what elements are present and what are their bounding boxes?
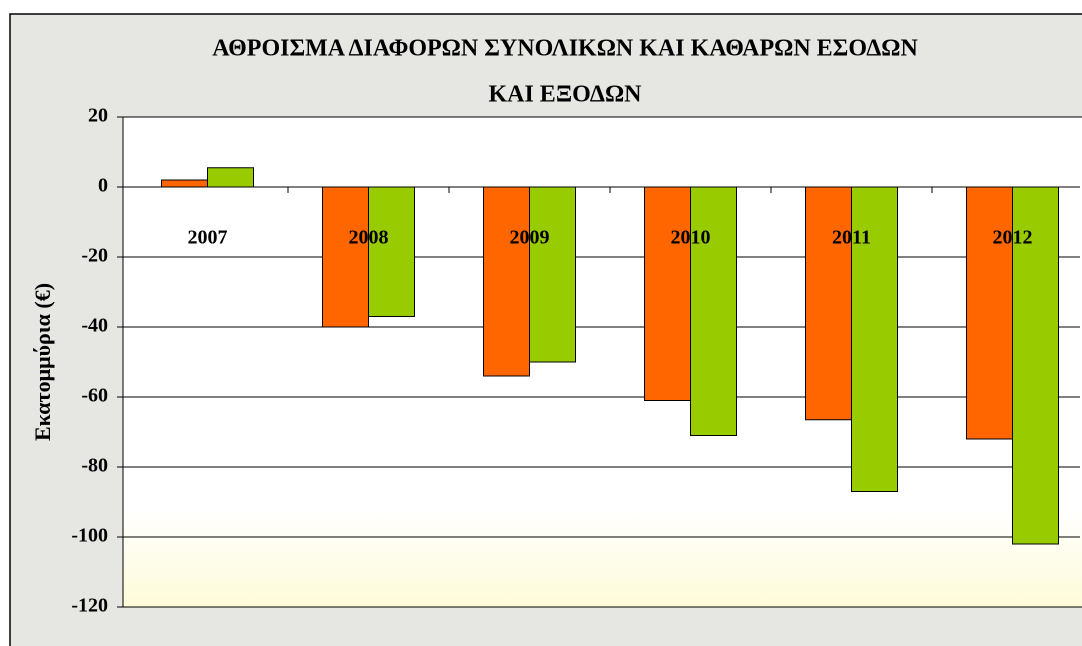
x-tick-label: 2007 <box>188 227 228 249</box>
y-tick-label: -80 <box>81 455 108 477</box>
bar <box>644 186 691 401</box>
bar <box>529 186 576 363</box>
chart-title: ΚΑΙ ΕΞΟΔΩΝ <box>488 82 642 108</box>
bar <box>322 186 369 328</box>
bar <box>851 186 898 492</box>
x-tick-label: 2008 <box>349 227 389 249</box>
x-tick-label: 2009 <box>510 227 550 249</box>
bar <box>161 179 208 188</box>
x-tick-label: 2011 <box>832 227 871 249</box>
bar <box>368 186 415 317</box>
y-tick-label: -20 <box>81 245 108 267</box>
bar <box>805 186 852 421</box>
bar <box>966 186 1013 440</box>
bar <box>1012 186 1059 545</box>
bar <box>690 186 737 436</box>
x-tick-label: 2010 <box>671 227 711 249</box>
y-axis-label: Εκατομμύρια (€) <box>30 283 55 441</box>
y-tick-label: 0 <box>98 175 108 197</box>
y-tick-label: -100 <box>71 525 108 547</box>
y-tick-label: 20 <box>88 105 108 127</box>
bar <box>207 167 254 188</box>
y-tick-label: -40 <box>81 315 108 337</box>
plot-area <box>122 116 1082 608</box>
y-tick-label: -120 <box>71 595 108 617</box>
chart-title: ΑΘΡΟΙΣΜΑ ΔΙΑΦΟΡΩΝ ΣΥΝΟΛΙΚΩΝ ΚΑΙ ΚΑΘΑΡΩΝ … <box>212 36 918 62</box>
bar <box>483 186 530 377</box>
y-tick-label: -60 <box>81 385 108 407</box>
x-tick-label: 2012 <box>993 227 1033 249</box>
